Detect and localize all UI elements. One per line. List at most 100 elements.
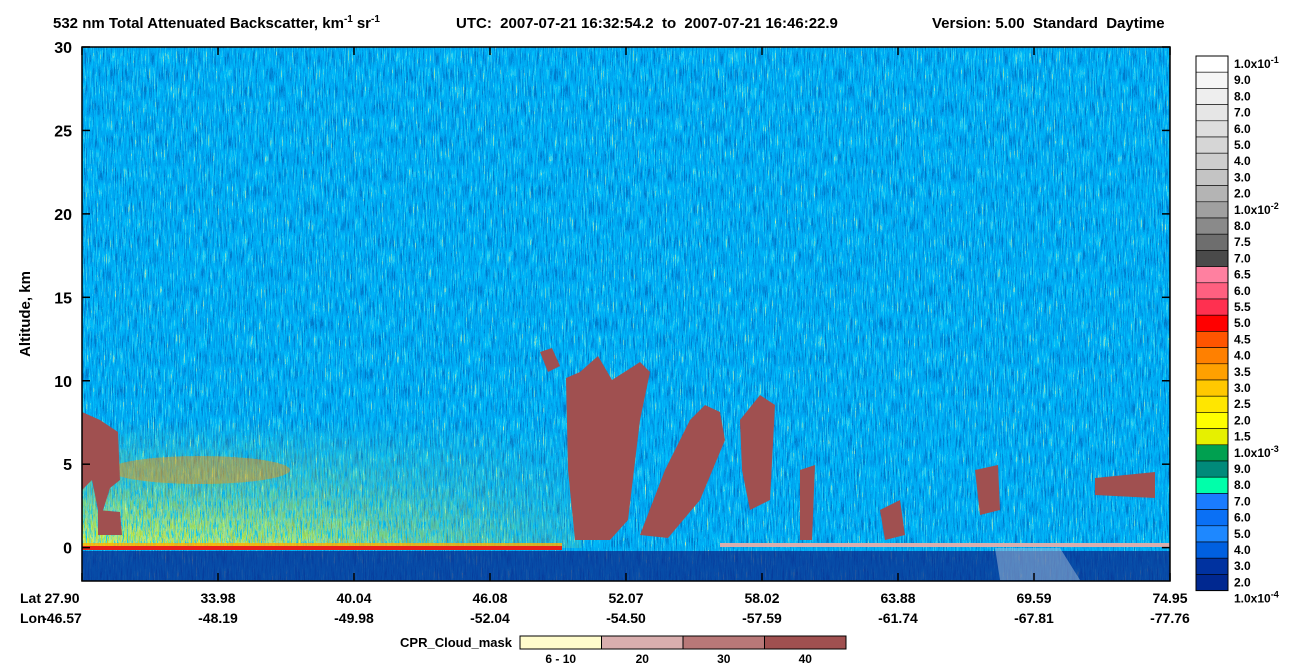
chart-subtitle: Version: 5.00 Standard Daytime xyxy=(932,15,1165,32)
colorbar-segment xyxy=(1195,55,1229,73)
colorbar-label: 2.0 xyxy=(1234,187,1251,201)
colorbar-segment xyxy=(1195,266,1229,284)
lat-label: 46.08 xyxy=(472,590,507,606)
colorbar-label: 1.0x10-1 xyxy=(1234,55,1279,71)
lat-label: 40.04 xyxy=(336,590,371,606)
colorbar-segment xyxy=(1195,104,1229,122)
backscatter-field xyxy=(82,47,1170,581)
colorbar-segment xyxy=(1195,314,1229,332)
colorbar-label: 6.0 xyxy=(1234,511,1251,525)
lon-label: -67.81 xyxy=(1014,610,1054,626)
colorbar-label: 4.0 xyxy=(1234,154,1251,168)
colorbar-label: 8.0 xyxy=(1234,219,1251,233)
colorbar-segment xyxy=(1195,363,1229,381)
cloud-mask-box xyxy=(601,635,684,650)
lat-label: 74.95 xyxy=(1152,590,1187,606)
lat-label: 52.07 xyxy=(608,590,643,606)
lon-label: -57.59 xyxy=(742,610,782,626)
lat-label: 27.90 xyxy=(44,590,79,606)
colorbar-label: 1.5 xyxy=(1234,430,1251,444)
colorbar-segment xyxy=(1195,395,1229,413)
lat-label: 58.02 xyxy=(744,590,779,606)
colorbar-segment xyxy=(1195,169,1229,186)
colorbar-segment xyxy=(1195,347,1229,365)
colorbar-segment xyxy=(1195,217,1229,235)
chart-title: 532 nm Total Attenuated Backscatter, km-… xyxy=(53,14,380,32)
colorbar-label-exp: -2 xyxy=(1271,201,1279,211)
y-tick-label: 0 xyxy=(63,541,72,558)
lon-label: -77.76 xyxy=(1150,610,1190,626)
title-part: 532 nm Total Attenuated Backscatter, km xyxy=(53,15,344,32)
colorbar-label-base: 1.0x10 xyxy=(1234,446,1271,460)
colorbar-label: 6.0 xyxy=(1234,122,1251,136)
colorbar-segment xyxy=(1195,557,1229,575)
colorbar-segment xyxy=(1195,493,1229,510)
colorbar-label: 3.0 xyxy=(1234,170,1251,184)
colorbar-segment xyxy=(1195,233,1229,251)
lon-label: -46.57 xyxy=(42,610,82,626)
title-sup: -1 xyxy=(371,14,380,25)
colorbar-segment xyxy=(1195,509,1229,527)
cloud-mask-box xyxy=(682,635,765,650)
colorbar-segment xyxy=(1195,574,1229,591)
colorbar-label: 9.0 xyxy=(1234,462,1251,476)
colorbar-label: 2.0 xyxy=(1234,575,1251,589)
colorbar-segment xyxy=(1195,412,1229,429)
colorbar-label: 6.0 xyxy=(1234,284,1251,298)
lon-label: -48.19 xyxy=(198,610,238,626)
colorbar-label: 5.0 xyxy=(1234,527,1251,541)
cloud-mask-title: CPR_Cloud_mask xyxy=(400,635,513,650)
colorbar-label: 7.0 xyxy=(1234,106,1251,120)
colorbar-segment xyxy=(1195,185,1229,203)
chart-subtitle: UTC: 2007-07-21 16:32:54.2 to 2007-07-21… xyxy=(456,15,838,32)
colorbar-label: 4.5 xyxy=(1234,332,1251,346)
cloud-mask-box xyxy=(764,635,847,650)
lat-label: 33.98 xyxy=(200,590,235,606)
colorbar-segment xyxy=(1195,541,1229,559)
colorbar-label: 1.0x10-2 xyxy=(1234,201,1279,217)
colorbar-label: 1.0x10-4 xyxy=(1234,590,1279,606)
cloud-mask-label: 6 - 10 xyxy=(545,652,576,666)
colorbar-label: 7.5 xyxy=(1234,235,1251,249)
colorbar-label: 8.0 xyxy=(1234,478,1251,492)
colorbar-segment xyxy=(1195,120,1229,138)
colorbar-segment xyxy=(1195,379,1229,397)
colorbar-label: 3.0 xyxy=(1234,381,1251,395)
colorbar-label: 5.5 xyxy=(1234,300,1251,314)
colorbar-label: 6.5 xyxy=(1234,268,1251,282)
colorbar-label: 1.0x10-3 xyxy=(1234,444,1279,460)
cloud-mask-label: 20 xyxy=(636,652,650,666)
title-part: sr xyxy=(357,15,371,32)
lon-label: -54.50 xyxy=(606,610,646,626)
y-tick-label: 30 xyxy=(54,40,72,57)
colorbar-label-exp: -1 xyxy=(1271,55,1279,65)
colorbar-segment xyxy=(1195,444,1229,462)
colorbar-label-base: 1.0x10 xyxy=(1234,592,1271,606)
y-tick-label: 20 xyxy=(54,207,72,224)
cloud-mask-areas xyxy=(82,348,1155,540)
colorbar-label-exp: -3 xyxy=(1271,444,1279,454)
colorbar-label: 5.0 xyxy=(1234,138,1251,152)
colorbar-segment xyxy=(1195,282,1229,300)
colorbar-segment xyxy=(1195,298,1229,316)
colorbar-segment xyxy=(1195,331,1229,348)
colorbar-label: 3.5 xyxy=(1234,365,1251,379)
colorbar-segment xyxy=(1195,71,1229,89)
colorbar-label: 8.0 xyxy=(1234,89,1251,103)
title-sup: -1 xyxy=(344,14,353,25)
colorbar-label: 4.0 xyxy=(1234,349,1251,363)
colorbar-label: 2.5 xyxy=(1234,397,1251,411)
colorbar-segment xyxy=(1195,152,1229,170)
colorbar-segment xyxy=(1195,136,1229,154)
lat-label: 63.88 xyxy=(880,590,915,606)
colorbar-segment xyxy=(1195,525,1229,543)
colorbar-segment xyxy=(1195,460,1229,478)
y-tick-label: 10 xyxy=(54,374,72,391)
cloud-mask-label: 30 xyxy=(717,652,731,666)
colorbar-segment xyxy=(1195,428,1229,446)
lat-label: 69.59 xyxy=(1016,590,1051,606)
lon-label: -52.04 xyxy=(470,610,510,626)
colorbar-label: 5.0 xyxy=(1234,316,1251,330)
y-tick-label: 15 xyxy=(54,290,72,307)
